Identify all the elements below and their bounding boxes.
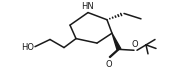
Text: HN: HN [81, 2, 93, 11]
Text: O: O [106, 60, 112, 69]
Text: HO: HO [21, 43, 34, 52]
Text: O: O [132, 40, 138, 49]
Polygon shape [112, 33, 121, 50]
